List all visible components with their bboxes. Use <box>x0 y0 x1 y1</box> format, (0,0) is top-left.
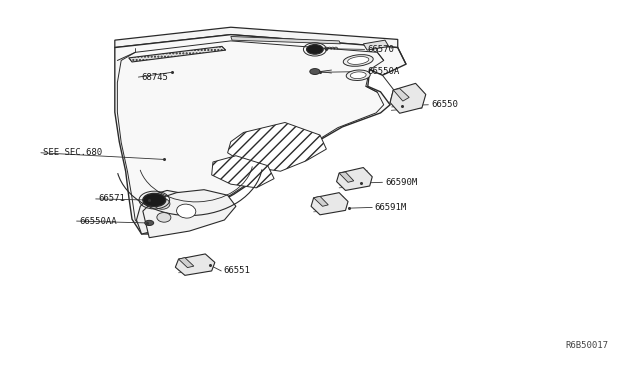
Circle shape <box>307 45 323 54</box>
Ellipse shape <box>157 212 171 222</box>
Text: SEE SEC.680: SEE SEC.680 <box>44 148 102 157</box>
Ellipse shape <box>177 204 196 218</box>
Polygon shape <box>390 83 426 113</box>
Text: 66550: 66550 <box>431 100 458 109</box>
Polygon shape <box>314 196 328 206</box>
Circle shape <box>143 193 166 207</box>
Polygon shape <box>129 46 226 62</box>
Polygon shape <box>175 254 215 275</box>
Ellipse shape <box>343 55 373 66</box>
Polygon shape <box>115 27 397 48</box>
Text: 66550AA: 66550AA <box>79 217 116 225</box>
Text: R6B50017: R6B50017 <box>565 341 609 350</box>
Polygon shape <box>339 172 354 182</box>
Polygon shape <box>136 190 193 234</box>
Polygon shape <box>115 35 406 234</box>
Polygon shape <box>337 167 372 190</box>
Polygon shape <box>179 258 194 267</box>
Text: 66551: 66551 <box>224 266 251 275</box>
Polygon shape <box>311 193 348 215</box>
Polygon shape <box>364 40 389 50</box>
Polygon shape <box>231 36 340 44</box>
Ellipse shape <box>346 70 371 80</box>
Circle shape <box>310 68 320 74</box>
Ellipse shape <box>350 72 366 78</box>
Circle shape <box>145 220 154 225</box>
Ellipse shape <box>154 198 170 209</box>
Text: 66571: 66571 <box>99 195 125 203</box>
Text: 68745: 68745 <box>141 73 168 81</box>
Polygon shape <box>228 122 326 171</box>
Text: 66570: 66570 <box>367 45 394 54</box>
Text: 66591M: 66591M <box>375 203 407 212</box>
Polygon shape <box>212 156 274 188</box>
Text: 66590M: 66590M <box>385 178 417 187</box>
Ellipse shape <box>348 57 369 64</box>
Text: 66550A: 66550A <box>367 67 399 76</box>
Polygon shape <box>143 190 236 238</box>
Polygon shape <box>394 89 409 101</box>
